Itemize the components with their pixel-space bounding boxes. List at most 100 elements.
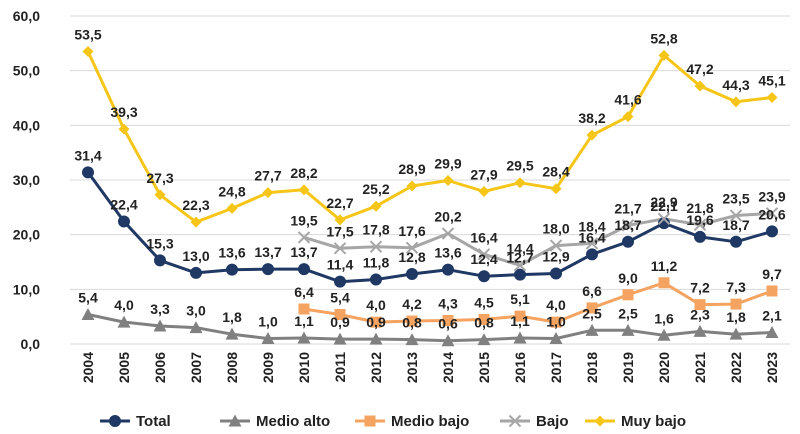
data-label: 18,0 xyxy=(542,221,569,237)
marker-square xyxy=(364,415,376,427)
x-tick-label: 2004 xyxy=(80,352,96,383)
x-tick-label: 2022 xyxy=(728,352,744,383)
marker-circle xyxy=(226,263,238,276)
y-tick-label: 40,0 xyxy=(13,117,40,133)
marker-square xyxy=(730,298,742,310)
data-label: 0,8 xyxy=(402,315,422,331)
marker-triangle xyxy=(621,323,635,336)
data-label: 5,1 xyxy=(510,291,530,307)
series-line-bajo xyxy=(303,211,773,267)
legend-item: Medio bajo xyxy=(355,413,469,430)
x-axis: 2004 2005 2006 2007 2008 2009 2010 2011 2012 2013… xyxy=(80,352,780,383)
x-tick-label: 2009 xyxy=(260,352,276,383)
data-label: 18,7 xyxy=(722,217,749,233)
marker-x xyxy=(693,218,707,232)
y-tick-label: 50,0 xyxy=(13,63,40,79)
marker-diamond xyxy=(154,189,166,201)
marker-square xyxy=(622,289,634,301)
x-tick-label: 2020 xyxy=(656,352,672,383)
legend-item: Total xyxy=(100,413,171,430)
marker-triangle xyxy=(585,323,599,336)
gridlines xyxy=(70,15,790,345)
data-label: 20,2 xyxy=(434,209,461,225)
data-label: 17,8 xyxy=(362,222,389,238)
x-tick-label: 2014 xyxy=(440,352,456,383)
data-label: 27,3 xyxy=(146,170,173,186)
marker-square xyxy=(586,302,598,314)
marker-triangle xyxy=(477,333,491,346)
marker-circle xyxy=(406,268,418,281)
marker-triangle xyxy=(369,332,383,345)
legend-label: Medio bajo xyxy=(391,413,469,430)
marker-diamond xyxy=(190,216,202,228)
data-label: 13,0 xyxy=(182,248,209,264)
x-tick-label: 2012 xyxy=(368,352,384,383)
marker-triangle xyxy=(657,328,671,341)
marker-x-stroke xyxy=(405,241,419,254)
data-label: 12,4 xyxy=(470,251,497,267)
x-tick-label: 2005 xyxy=(116,352,132,383)
marker-x-stroke xyxy=(657,212,671,226)
marker-diamond xyxy=(730,96,742,108)
data-label: 16,4 xyxy=(470,229,497,245)
data-label: 12,8 xyxy=(398,249,425,265)
data-label: 0,6 xyxy=(438,316,458,332)
marker-circle xyxy=(298,263,310,276)
marker-x-stroke xyxy=(508,414,522,428)
data-label: 14,4 xyxy=(506,240,533,256)
marker-triangle xyxy=(297,331,311,344)
marker-diamond xyxy=(622,111,634,123)
y-axis: 0,0 10,0 20,0 30,0 40,0 50,0 60,0 xyxy=(13,8,40,352)
marker-diamond xyxy=(594,415,606,427)
y-tick-label: 20,0 xyxy=(13,227,40,243)
marker-x xyxy=(441,227,455,240)
marker-circle xyxy=(118,215,130,228)
data-label: 9,0 xyxy=(618,270,638,286)
marker-diamond xyxy=(586,129,598,141)
marker-circle xyxy=(766,225,778,238)
y-tick-label: 0,0 xyxy=(21,336,41,352)
marker-x xyxy=(657,212,671,226)
data-label: 52,8 xyxy=(650,30,677,46)
marker-diamond xyxy=(262,187,274,199)
marker-circle xyxy=(262,263,274,276)
data-label: 15,3 xyxy=(146,235,173,251)
marker-square xyxy=(442,314,454,326)
marker-square xyxy=(514,310,526,322)
marker-triangle xyxy=(333,332,347,345)
data-label: 19,5 xyxy=(290,212,317,228)
data-label: 3,0 xyxy=(186,303,206,319)
x-tick-label: 2017 xyxy=(548,352,564,383)
data-label: 22,9 xyxy=(650,194,677,210)
marker-x-stroke xyxy=(477,248,491,261)
data-label: 2,1 xyxy=(762,308,782,324)
marker-diamond xyxy=(334,214,346,226)
marker-circle xyxy=(514,268,526,281)
data-label: 2,5 xyxy=(582,305,602,321)
data-label: 0,8 xyxy=(474,315,494,331)
marker-circle xyxy=(730,235,742,248)
legend-label: Muy bajo xyxy=(621,413,686,430)
marker-triangle xyxy=(549,332,563,345)
data-label: 47,2 xyxy=(686,61,713,77)
marker-x-stroke xyxy=(369,240,383,253)
x-tick-label: 2011 xyxy=(332,352,348,383)
data-label: 22,3 xyxy=(182,197,209,213)
data-label: 41,6 xyxy=(614,92,641,108)
legend: Total Medio alto Medio bajo Bajo Muy bajo xyxy=(100,413,686,430)
series-line-muy-bajo xyxy=(86,50,773,224)
marker-triangle xyxy=(81,307,95,320)
data-label: 4,5 xyxy=(474,294,494,310)
marker-diamond xyxy=(694,80,706,92)
marker-circle xyxy=(334,275,346,288)
data-labels: 31,4 22,4 15,3 13,0 13,6 13,7 13,7 11,4 11,8 12,8… xyxy=(74,27,785,332)
marker-triangle xyxy=(405,333,419,346)
marker-square xyxy=(478,313,490,325)
data-label: 28,2 xyxy=(290,165,317,181)
data-label: 45,1 xyxy=(758,72,785,88)
data-label: 22,4 xyxy=(110,197,137,213)
x-tick-label: 2007 xyxy=(188,352,204,383)
data-label: 2,3 xyxy=(690,306,710,322)
data-label: 23,9 xyxy=(758,188,785,204)
